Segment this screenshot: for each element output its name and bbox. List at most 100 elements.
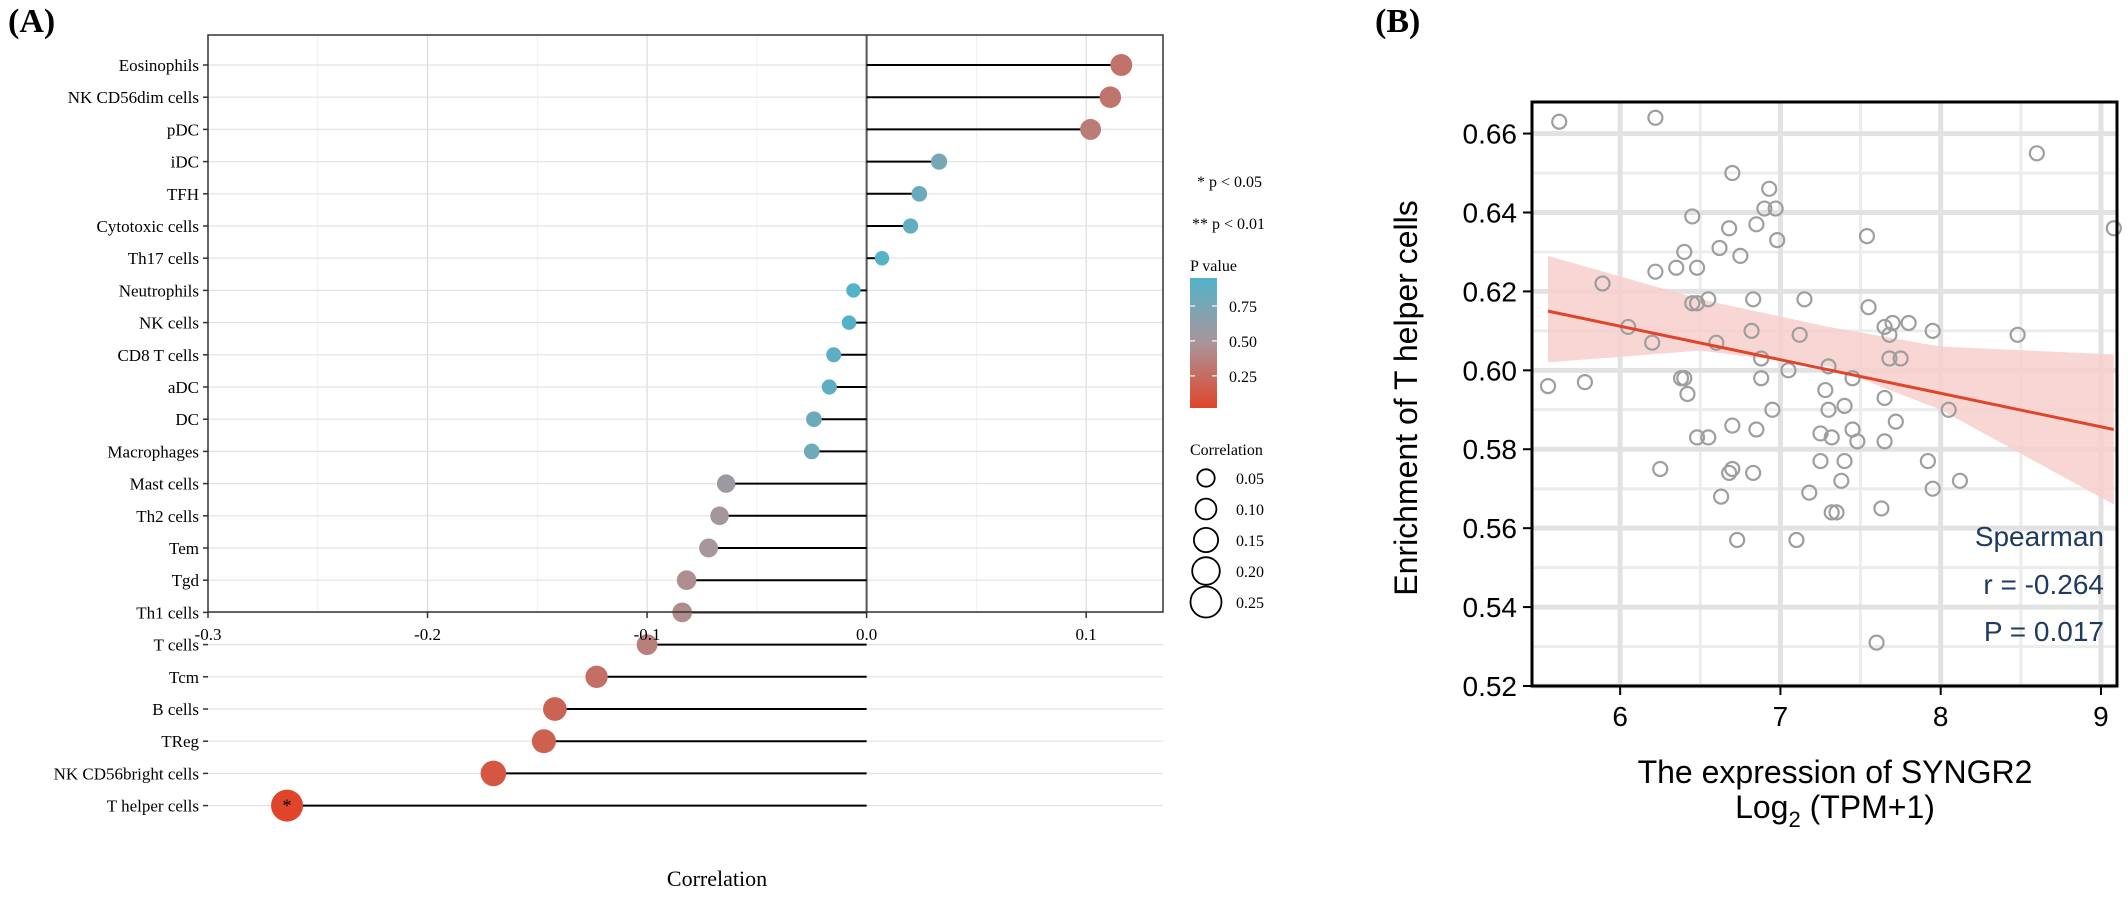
scatter-point [1868,634,1885,651]
scatter-point [1833,472,1850,489]
scatter-point [1873,500,1890,517]
y-tick-label: 0.54 [1463,592,1518,623]
scatter-point [1668,259,1685,276]
lollipop-point [271,789,304,822]
category-label: aDC [168,378,199,397]
stats-p-value: P = 0.017 [1984,616,2104,647]
y-tick-label: 0.52 [1463,671,1518,702]
lollipop-point [902,218,919,234]
legend-pvalue-title: P value [1190,258,1237,275]
scatter-point [1745,464,1762,482]
category-label: B cells [152,700,199,719]
scatter-point [1576,374,1593,391]
scatter-point [1688,259,1706,276]
scatter-point [1817,381,1834,399]
lollipop-point [841,315,857,330]
y-tick-label: 0.64 [1463,197,1518,228]
lollipop-point [543,697,567,721]
scatter-point [1791,326,1808,343]
size-legend-circle [1189,585,1223,619]
scatter-point [1769,232,1786,249]
scatter-point [1729,531,1746,549]
panel-b-label: (B) [1375,3,1420,40]
scatter-point [1756,200,1773,217]
colorbar-tick-label: 0.50 [1229,334,1257,351]
x-tick-label: -0.3 [195,625,222,644]
panel-a-label: (A) [8,3,55,40]
lollipop-point [803,443,820,460]
y-tick-label: 0.56 [1463,513,1518,544]
scatter-point [1724,460,1741,478]
category-label: Th17 cells [128,249,199,268]
size-legend-label: 0.20 [1236,564,1264,581]
scatter-point [1951,472,1969,489]
scatter-point [2105,220,2122,237]
scatter-point [1876,389,1893,407]
scatter-point [1721,220,1738,237]
scatter-point [1892,350,1909,367]
scatter-point [1836,397,1853,414]
panel-b-x-axis-subtitle: Log2 (TPM+1) [1735,789,1935,832]
lollipop-point [1080,118,1102,140]
scatter-point [1724,417,1741,434]
category-label: CD8 T cells [117,346,199,365]
scatter-point [1801,484,1818,501]
pvalue-colorbar [1190,278,1217,408]
scatter-point [1644,334,1661,351]
lollipop-point [846,283,861,298]
lollipop-point [1099,86,1122,108]
panel-a-x-axis-title: Correlation [667,866,767,891]
panel-b-y-axis-title: Enrichment of T helper cells [1388,200,1424,595]
panel-a-chart: Eosinophils NK CD56dim cells pDC iDC TFH Cyto… [54,34,1164,822]
y-tick-label: 0.66 [1463,119,1518,150]
panel-a-plot-area [208,35,1163,612]
y-tick-label: 0.58 [1463,434,1518,465]
legend-sig-p01: ** p < 0.01 [1192,216,1265,233]
scatter-point [1849,433,1866,450]
colorbar-tick-label: 0.25 [1229,369,1257,386]
scatter-point [1753,370,1770,387]
x-tick-label: -0.2 [414,625,441,644]
lollipop-point [821,379,837,395]
lollipop-point [676,570,697,590]
category-label: T cells [154,636,199,655]
category-label: pDC [167,120,199,139]
lollipop-point [930,153,948,170]
category-label: Tgd [172,571,200,590]
scatter-point [1919,452,1936,470]
scatter-point [1887,413,1904,430]
y-tick-label: 0.60 [1463,355,1518,386]
scatter-point [1684,208,1701,225]
scatter-point [1820,401,1837,418]
lollipop-point [710,506,729,526]
scatter-point [1724,164,1741,182]
size-legend-circle [1191,556,1221,586]
panel-b-frame [1530,100,2119,688]
scatter-point [1876,433,1893,450]
category-label: Th2 cells [136,507,199,526]
lollipop-point [699,538,719,558]
lollipop-point [716,474,736,493]
scatter-point [1796,291,1813,308]
category-label: Th1 cells [136,603,199,622]
scatter-point [1900,314,1917,332]
scatter-point [1748,421,1765,438]
stats-r-value: r = -0.264 [1983,569,2104,600]
scatter-point [1823,504,1840,521]
lollipop-point [480,760,507,787]
scatter-point [1539,378,1557,395]
colorbar-tick-label: 0.75 [1229,299,1257,316]
confidence-band [1548,255,2114,505]
scatter-point [1647,263,1664,280]
scatter-point [1748,216,1765,233]
category-label: Neutrophils [119,281,199,300]
significance-mark: * [283,796,292,816]
scatter-point [1700,429,1717,446]
panel-a-legend: * p < 0.05 ** p < 0.01 P value Correlati… [1189,174,1265,619]
category-label: NK CD56bright cells [54,764,199,783]
scatter-point [1844,370,1861,387]
panel-b-x-axis-title: The expression of SYNGR2 [1638,754,2033,790]
scatter-point [1672,370,1690,387]
scatter-point [1940,401,1957,418]
